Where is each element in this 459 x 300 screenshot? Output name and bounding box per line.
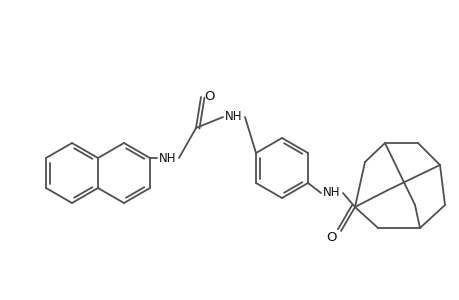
Text: NH: NH — [159, 152, 176, 164]
Text: O: O — [326, 232, 336, 244]
Text: O: O — [204, 89, 215, 103]
Text: NH: NH — [225, 110, 242, 124]
Text: NH: NH — [323, 187, 340, 200]
